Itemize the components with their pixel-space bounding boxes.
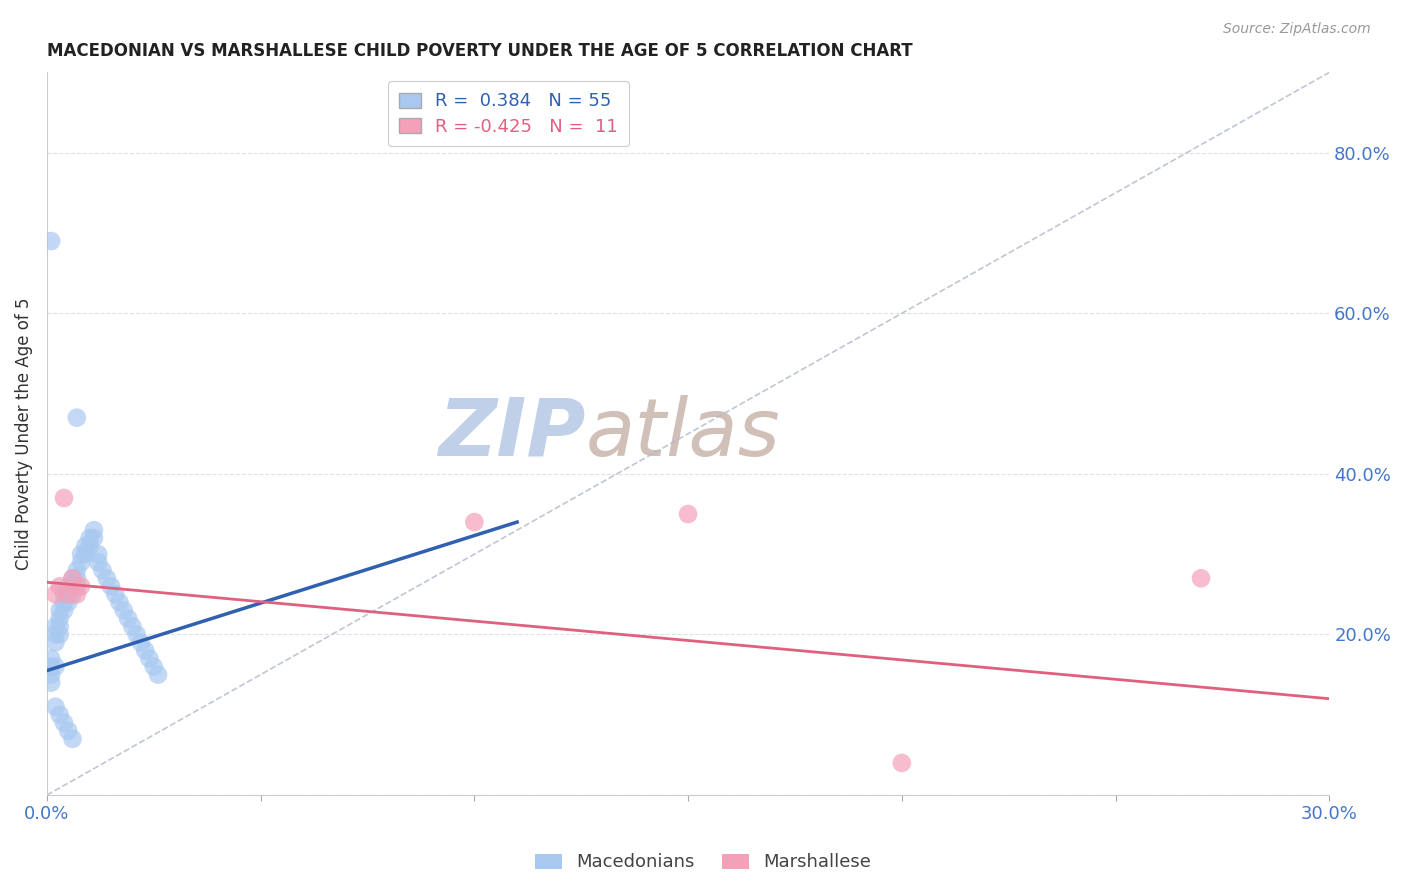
Y-axis label: Child Poverty Under the Age of 5: Child Poverty Under the Age of 5 [15, 298, 32, 570]
Point [44, 587, 66, 601]
Point [134, 643, 156, 657]
Point [48, 603, 70, 617]
Point [44, 627, 66, 641]
Point [48, 619, 70, 633]
Point [104, 587, 127, 601]
Point [62, 731, 84, 746]
Point [129, 635, 152, 649]
Point [53, 595, 76, 609]
Point [66, 410, 89, 425]
Point [87, 555, 110, 569]
Text: Source: ZipAtlas.com: Source: ZipAtlas.com [1223, 22, 1371, 37]
Point [48, 627, 70, 641]
Legend: Macedonians, Marshallese: Macedonians, Marshallese [527, 847, 879, 879]
Point [890, 756, 912, 770]
Legend: R =  0.384   N = 55, R = -0.425   N =  11: R = 0.384 N = 55, R = -0.425 N = 11 [388, 81, 628, 146]
Point [44, 619, 66, 633]
Point [48, 579, 70, 593]
Point [70, 555, 93, 569]
Point [142, 659, 165, 673]
Point [91, 563, 114, 577]
Point [66, 563, 89, 577]
Point [62, 579, 84, 593]
Point [62, 571, 84, 585]
Point [39, 234, 62, 248]
Point [96, 571, 118, 585]
Point [83, 531, 105, 545]
Point [58, 595, 80, 609]
Point [117, 611, 139, 625]
Point [87, 547, 110, 561]
Point [58, 587, 80, 601]
Point [75, 539, 97, 553]
Point [62, 587, 84, 601]
Point [44, 699, 66, 714]
Point [53, 715, 76, 730]
Point [125, 627, 148, 641]
Point [58, 579, 80, 593]
Text: atlas: atlas [585, 395, 780, 473]
Point [39, 675, 62, 690]
Point [463, 515, 485, 529]
Point [112, 603, 135, 617]
Point [70, 579, 93, 593]
Point [79, 539, 101, 553]
Point [39, 651, 62, 665]
Point [108, 595, 131, 609]
Point [66, 587, 89, 601]
Point [676, 507, 699, 521]
Point [70, 547, 93, 561]
Point [83, 523, 105, 537]
Point [44, 659, 66, 673]
Point [66, 571, 89, 585]
Point [146, 667, 169, 681]
Point [53, 491, 76, 505]
Point [39, 659, 62, 673]
Point [44, 635, 66, 649]
Point [75, 547, 97, 561]
Point [121, 619, 143, 633]
Point [62, 571, 84, 585]
Text: ZIP: ZIP [439, 395, 585, 473]
Point [138, 651, 160, 665]
Text: MACEDONIAN VS MARSHALLESE CHILD POVERTY UNDER THE AGE OF 5 CORRELATION CHART: MACEDONIAN VS MARSHALLESE CHILD POVERTY … [46, 42, 912, 60]
Point [53, 603, 76, 617]
Point [39, 667, 62, 681]
Point [48, 611, 70, 625]
Point [58, 723, 80, 738]
Point [79, 531, 101, 545]
Point [100, 579, 122, 593]
Point [58, 587, 80, 601]
Point [53, 587, 76, 601]
Point [1189, 571, 1212, 585]
Point [66, 579, 89, 593]
Point [48, 707, 70, 722]
